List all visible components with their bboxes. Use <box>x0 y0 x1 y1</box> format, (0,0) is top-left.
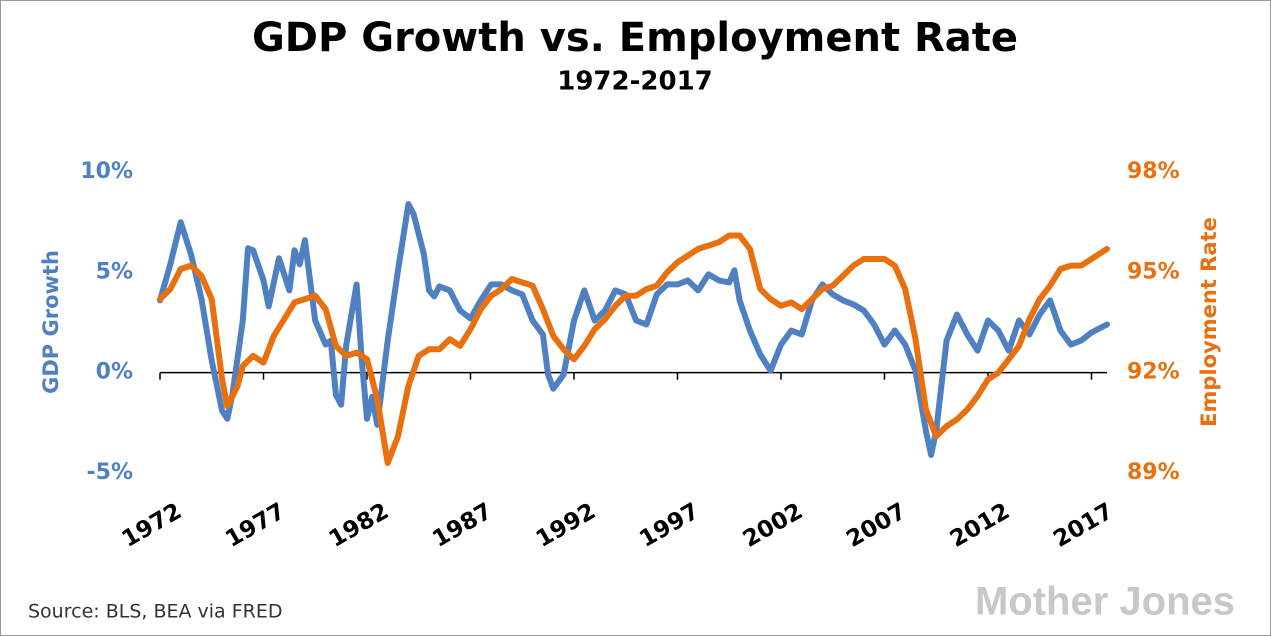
series-line <box>157 201 1110 458</box>
chart-title: GDP Growth vs. Employment Rate <box>252 15 1018 61</box>
watermark: Mother Jones <box>975 580 1235 624</box>
y-tick-label: -5% <box>87 460 133 485</box>
chart-subtitle: 1972-2017 <box>557 67 713 97</box>
y2-axis-label: Employment Rate <box>1197 217 1221 427</box>
y2-tick-label: 92% <box>1127 360 1180 385</box>
y2-tick-label: 98% <box>1127 159 1180 184</box>
y-axis-label: GDP Growth <box>39 250 63 394</box>
y-tick-label: 10% <box>80 159 133 184</box>
y-tick-label: 5% <box>96 259 133 284</box>
y2-tick-label: 89% <box>1127 460 1180 485</box>
series-line <box>157 232 1110 466</box>
y2-tick-label: 95% <box>1127 259 1180 284</box>
y-tick-label: 0% <box>96 360 133 385</box>
source-note: Source: BLS, BEA via FRED <box>28 601 283 623</box>
